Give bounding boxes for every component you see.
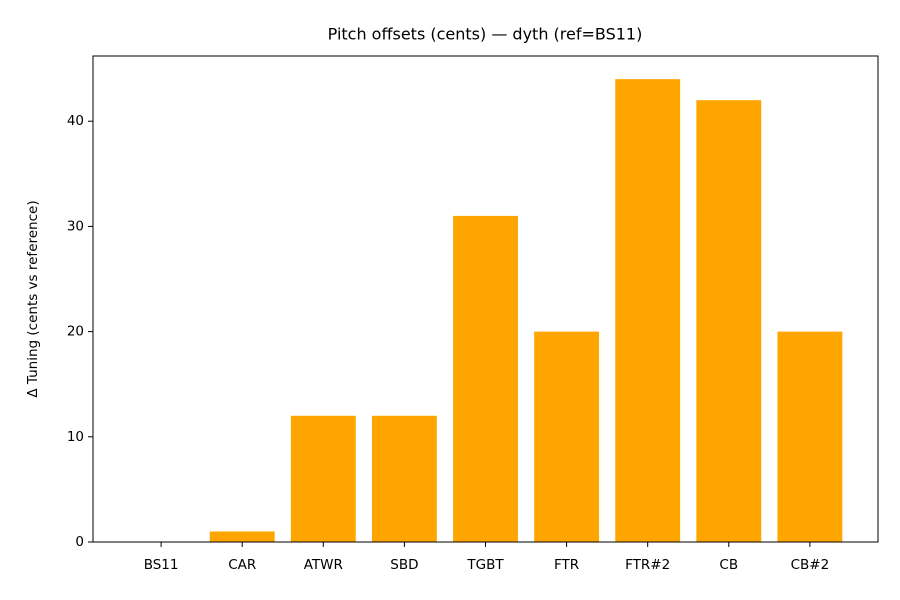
bar (534, 331, 600, 542)
y-tick-label: 40 (67, 113, 84, 129)
y-tick-label: 0 (75, 534, 84, 550)
bar (209, 531, 275, 542)
y-axis-label: Δ Tuning (cents vs reference) (25, 200, 41, 397)
bar (777, 331, 843, 542)
y-tick-label: 20 (67, 324, 84, 340)
x-tick-label: ATWR (304, 557, 343, 573)
y-tick-label: 10 (67, 429, 84, 445)
bar (453, 215, 518, 542)
chart-title: Pitch offsets (cents) — dyth (ref=BS11) (328, 25, 643, 44)
x-tick-label: CAR (228, 557, 256, 573)
bar (615, 79, 681, 543)
x-tick-label: FTR (554, 557, 579, 573)
x-tick-label: SBD (390, 557, 418, 573)
bar (290, 415, 356, 542)
x-tick-label: BS11 (144, 557, 179, 573)
y-tick-label: 30 (67, 218, 84, 234)
plot-frame (92, 55, 879, 543)
x-tick-label: TGBT (466, 557, 504, 573)
bar (696, 100, 762, 542)
bar (371, 415, 437, 542)
x-tick-label: CB#2 (791, 557, 830, 573)
x-tick-label: FTR#2 (625, 557, 670, 573)
x-tick-label: CB (719, 557, 738, 573)
